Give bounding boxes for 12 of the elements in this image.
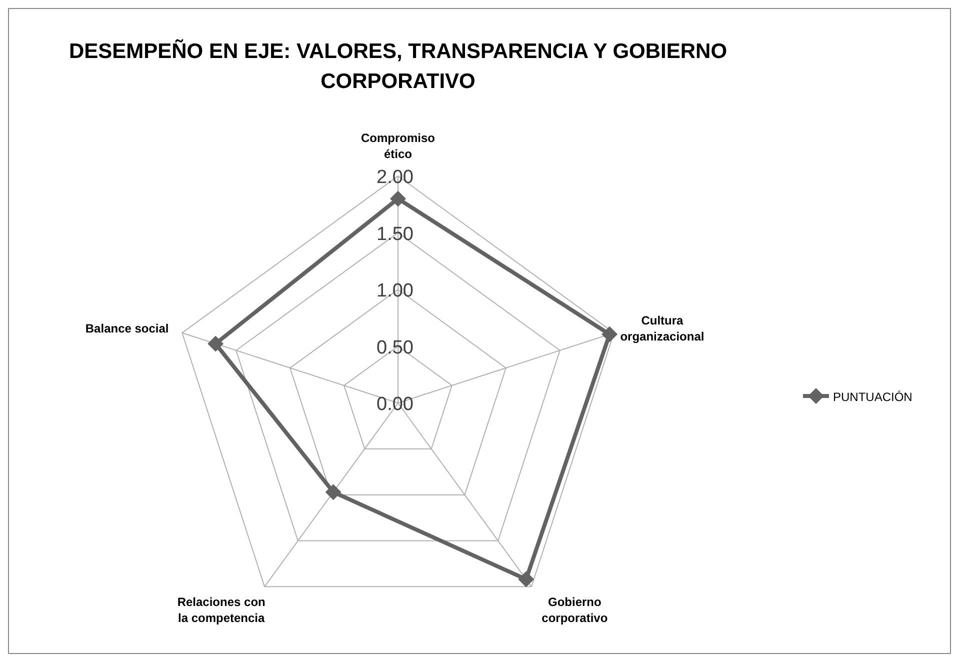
y-tick-label: 1.00 — [376, 280, 414, 302]
y-tick-label: 0.50 — [376, 337, 414, 358]
spoke-label: Gobierno corporativo — [542, 594, 608, 625]
y-tick-label: 1.50 — [376, 224, 414, 245]
legend-label: PUNTUACIÓN — [833, 390, 912, 404]
y-tick-label: 2.00 — [376, 167, 414, 188]
y-tick-label: 0.00 — [376, 394, 414, 415]
spoke-label: Balance social — [85, 322, 169, 336]
spoke-label: Compromiso ético — [360, 131, 436, 161]
spoke-label: Relaciones con la competencia — [177, 594, 266, 625]
chart-title: DESEMPEÑO EN EJE: VALORES, TRANSPARENCIA Y GOBIERNO CORPORATIVO — [68, 39, 728, 93]
spoke-label: Cultura organizacional — [620, 314, 704, 344]
